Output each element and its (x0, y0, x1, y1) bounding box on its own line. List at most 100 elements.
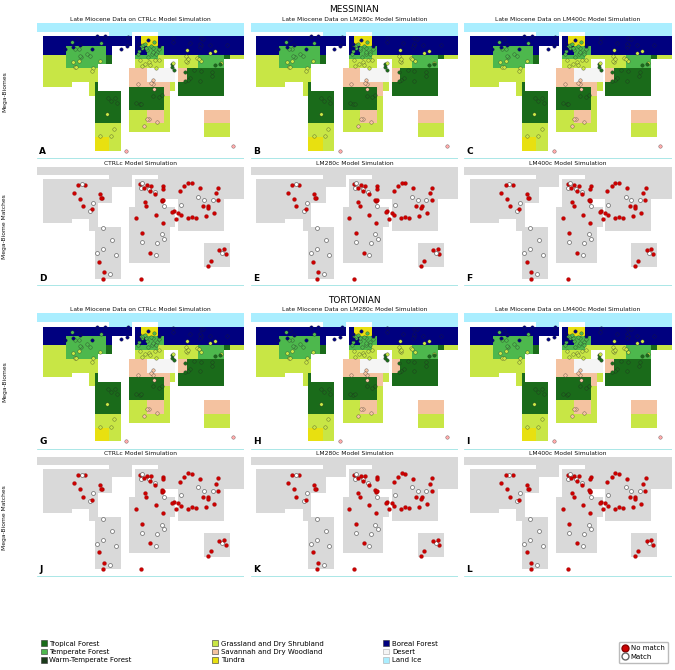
Bar (224, 247, 227, 251)
Bar (236, 46, 239, 50)
Bar (603, 27, 605, 32)
Bar (588, 119, 591, 123)
Bar (167, 373, 169, 377)
Bar (115, 474, 117, 478)
Bar (130, 259, 132, 263)
Bar (161, 231, 164, 235)
Bar (594, 219, 597, 223)
Bar (360, 114, 363, 119)
Bar (363, 251, 366, 255)
Bar (524, 541, 528, 545)
Bar (418, 541, 421, 545)
Bar (173, 466, 176, 470)
Bar (568, 86, 571, 91)
Bar (196, 183, 198, 187)
Bar (325, 529, 329, 533)
Bar (60, 195, 63, 199)
Bar (302, 82, 305, 86)
Bar (631, 263, 634, 267)
Bar (554, 41, 556, 46)
Bar (173, 23, 176, 27)
Bar (605, 509, 608, 513)
Bar (242, 32, 244, 36)
Bar (406, 474, 409, 478)
Bar (640, 64, 643, 68)
Bar (190, 373, 192, 377)
Bar (325, 32, 329, 36)
Bar (219, 322, 221, 327)
Bar (649, 478, 651, 482)
Bar (508, 350, 510, 354)
Bar (363, 223, 366, 227)
Bar (524, 255, 528, 259)
Bar (204, 489, 207, 493)
Bar (323, 561, 325, 565)
Bar (372, 199, 375, 203)
Bar (141, 64, 144, 68)
Bar (574, 110, 576, 114)
Bar (291, 354, 294, 359)
Bar (435, 243, 438, 247)
Bar (311, 418, 314, 423)
Bar (418, 73, 421, 78)
Bar (608, 82, 611, 86)
Bar (617, 32, 620, 36)
Bar (63, 497, 66, 501)
Bar (386, 223, 389, 227)
Bar (343, 235, 346, 239)
Bar (224, 110, 227, 114)
Bar (651, 187, 654, 191)
Bar (418, 336, 421, 341)
Bar (334, 318, 337, 322)
Bar (522, 405, 524, 409)
Bar (57, 171, 60, 175)
Bar (89, 36, 92, 41)
Bar (585, 414, 588, 418)
Bar (106, 561, 109, 565)
Bar (522, 271, 524, 275)
Bar (427, 466, 429, 470)
Bar (227, 23, 230, 27)
Bar (109, 114, 112, 119)
Bar (141, 474, 144, 478)
Bar (603, 167, 605, 171)
Bar (389, 336, 391, 341)
Bar (375, 211, 377, 215)
Bar (522, 377, 524, 382)
Bar (357, 482, 360, 486)
Bar (69, 462, 72, 466)
Bar (651, 41, 654, 46)
Bar (539, 545, 542, 549)
Bar (533, 409, 536, 414)
Bar (634, 545, 637, 549)
Bar (536, 171, 539, 175)
Bar (135, 529, 138, 533)
Bar (314, 128, 317, 133)
Bar (622, 497, 626, 501)
Bar (311, 141, 314, 146)
Bar (201, 199, 204, 203)
Bar (614, 322, 617, 327)
Bar (286, 211, 288, 215)
Bar (323, 474, 325, 478)
Bar (508, 211, 510, 215)
Bar (144, 497, 146, 501)
Bar (149, 373, 153, 377)
Bar (277, 60, 279, 64)
Bar (649, 73, 651, 78)
Bar (74, 60, 78, 64)
Bar (144, 46, 146, 50)
Bar (346, 23, 348, 27)
Bar (663, 482, 666, 486)
Bar (325, 437, 329, 442)
Bar (300, 462, 302, 466)
Bar (574, 318, 576, 322)
Bar (167, 521, 169, 525)
Bar (80, 46, 83, 50)
Bar (221, 314, 224, 318)
Bar (571, 493, 574, 497)
Bar (398, 46, 400, 50)
Bar (149, 395, 153, 400)
Bar (508, 501, 510, 505)
Bar (112, 423, 115, 427)
